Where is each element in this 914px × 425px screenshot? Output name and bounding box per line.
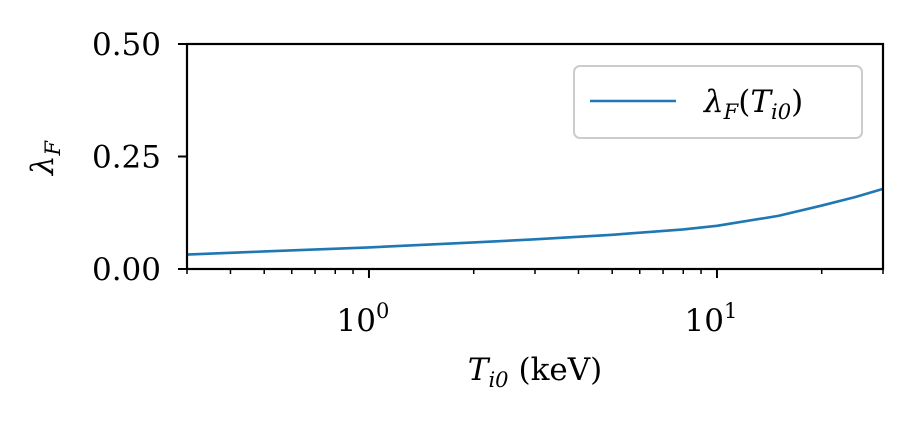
legend-label-arg: T: [750, 84, 773, 120]
x-tick-label-exponent: 0: [376, 299, 389, 323]
x-axis-label-symbol: T: [468, 352, 491, 388]
plot-area: [186, 187, 884, 256]
legend-label-arg-sub: i0: [771, 100, 791, 124]
legend-label-close: ): [791, 84, 803, 120]
y-axis-label-subscript: F: [41, 139, 65, 156]
x-tick-label-base: 10: [685, 303, 724, 339]
legend-box: [573, 65, 863, 139]
y-tick-label: 0.50: [92, 27, 161, 63]
x-axis-label: Ti0 (keV): [468, 352, 602, 392]
legend: λF(Ti0): [573, 65, 863, 139]
y-axis-label-symbol: λ: [25, 155, 61, 177]
x-axis-label-unit: (keV): [519, 352, 603, 388]
y-axis-label: λF: [25, 139, 65, 177]
x-axis-label-subscript: i0: [488, 368, 508, 392]
y-axis: 0.00 0.25 0.50: [92, 27, 187, 288]
x-tick-label: 101: [685, 299, 738, 339]
x-tick-label-exponent: 1: [724, 299, 737, 323]
legend-label-open: (: [738, 84, 750, 120]
y-tick-label: 0.00: [92, 252, 161, 288]
y-tick-label: 0.25: [92, 140, 161, 176]
legend-label: λF(Ti0): [702, 84, 803, 124]
x-axis: 100 101: [186, 269, 884, 339]
x-tick-label: 100: [337, 299, 390, 339]
legend-label-symbol: λ: [702, 84, 724, 120]
series-line-0: [186, 187, 884, 256]
x-tick-label-base: 10: [337, 303, 376, 339]
legend-label-sub: F: [723, 100, 740, 124]
